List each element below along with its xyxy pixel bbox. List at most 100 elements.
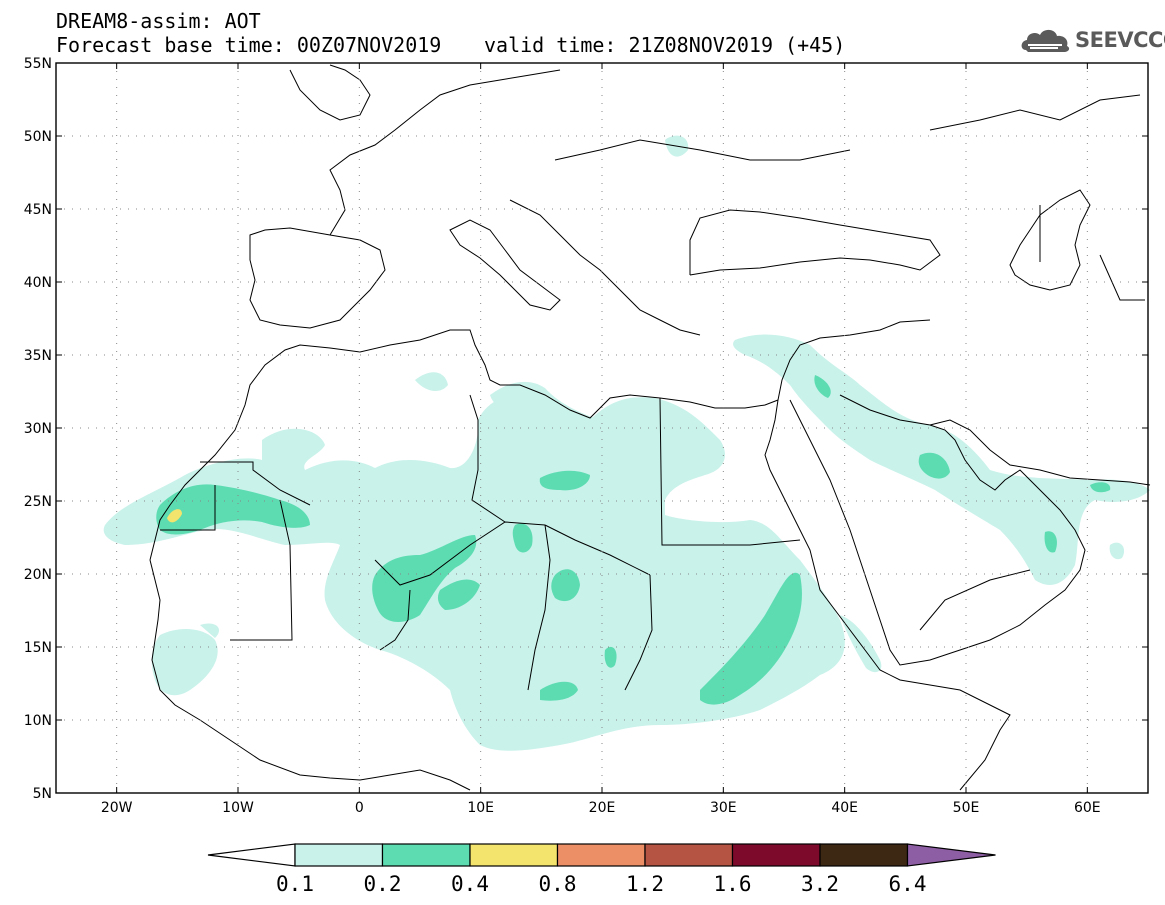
aot-0.2-0.4-areas bbox=[156, 375, 1111, 705]
cloud-icon bbox=[1021, 29, 1070, 52]
colorbar-label: 0.1 bbox=[276, 872, 314, 896]
colorbar-segment bbox=[381, 843, 471, 867]
aot-mid-sudan bbox=[700, 572, 802, 705]
border-libya-chad-sudan bbox=[544, 524, 651, 576]
colorbar-label: 0.4 bbox=[451, 872, 489, 896]
border-algeria-niger bbox=[374, 521, 546, 586]
colorbar-label: 3.2 bbox=[801, 872, 839, 896]
coast-italy bbox=[449, 219, 561, 311]
lon-tick-label: 20E bbox=[589, 800, 616, 816]
lat-tick-label: 15N bbox=[24, 640, 52, 656]
aot-low-saharan-plume bbox=[103, 395, 845, 751]
aot-mid-western-sahara bbox=[156, 484, 310, 535]
lon-tick-label: 50E bbox=[953, 800, 980, 816]
colorbar-segment bbox=[294, 843, 384, 867]
valid-time: valid time: 21Z08NOV2019 (+45) bbox=[484, 33, 846, 57]
lat-tick-label: 30N bbox=[24, 421, 52, 437]
border-chad-niger-nigeria bbox=[527, 524, 551, 691]
colorbar-segment bbox=[556, 843, 646, 867]
border-chad-sudan bbox=[624, 574, 653, 691]
colorbar-label: 1.2 bbox=[626, 872, 664, 896]
coast-north-africa bbox=[149, 329, 779, 561]
colorbar-label: 0.8 bbox=[539, 872, 577, 896]
lat-tick-label: 40N bbox=[24, 275, 52, 291]
aot-low-arabian-sea bbox=[1109, 542, 1125, 560]
aot-0.4-0.8-areas bbox=[167, 509, 182, 523]
lon-tick-label: 30E bbox=[710, 800, 737, 816]
border-western-sahara bbox=[160, 485, 216, 531]
logo-text: SEEVCCC bbox=[1075, 28, 1165, 52]
aot-mid-mali-niger bbox=[372, 535, 477, 622]
border-tunisia-algeria-libya bbox=[469, 394, 506, 523]
coast-west-africa bbox=[149, 559, 471, 791]
aot-low-gambia bbox=[200, 623, 220, 638]
aot-mid-iran-coast bbox=[1090, 482, 1111, 493]
lat-tick-label: 35N bbox=[24, 348, 52, 364]
axis-ticks bbox=[56, 62, 1148, 794]
border-iraq-saudi bbox=[839, 394, 931, 426]
aot-low-tunisia bbox=[415, 372, 448, 392]
lat-tick-label: 5N bbox=[33, 786, 52, 802]
forecast-base-time: Forecast base time: 00Z07NOV2019 bbox=[56, 33, 442, 57]
border-niger-mali bbox=[379, 589, 411, 651]
lon-tick-label: 60E bbox=[1074, 800, 1101, 816]
aot-high-western-sahara bbox=[167, 509, 182, 523]
lon-tick-label: 20W bbox=[101, 800, 133, 816]
colorbar-label: 6.4 bbox=[889, 872, 927, 896]
border-morocco-algeria bbox=[200, 461, 311, 506]
border-mauritania-mali bbox=[230, 499, 293, 641]
aot-mid-sudan-2 bbox=[604, 646, 617, 668]
coast-arabia bbox=[789, 399, 1086, 666]
colorbar-under-arrow bbox=[207, 843, 296, 867]
colorbar-segment bbox=[819, 843, 909, 867]
aot-mid-car bbox=[540, 681, 578, 701]
aot-mid-libya-south bbox=[539, 470, 590, 491]
lat-tick-label: 25N bbox=[24, 494, 52, 510]
coast-western-europe bbox=[329, 69, 561, 236]
aot-0.1-0.2-areas bbox=[103, 135, 1150, 751]
border-eastern-europe bbox=[554, 139, 851, 161]
aot-mid-oman bbox=[1044, 531, 1057, 553]
aot-low-senegal bbox=[151, 628, 218, 696]
lat-tick-label: 45N bbox=[24, 202, 52, 218]
lon-tick-label: 40E bbox=[831, 800, 858, 816]
coast-levant-turkey bbox=[777, 319, 931, 401]
coast-red-sea-west bbox=[764, 399, 1011, 791]
longitude-labels: 20W 10W 0 10E 20E 30E 40E 50E 60E bbox=[101, 800, 1101, 816]
lat-tick-label: 20N bbox=[24, 567, 52, 583]
aot-mid-chad-2 bbox=[551, 569, 580, 602]
colorbar-label: 0.2 bbox=[364, 872, 402, 896]
lat-tick-label: 50N bbox=[24, 129, 52, 145]
coast-adriatic-greece bbox=[509, 199, 701, 336]
lon-tick-label: 10E bbox=[467, 800, 494, 816]
colorbar-segment bbox=[731, 843, 821, 867]
coast-iberia bbox=[249, 227, 386, 329]
aot-mid-niger-2 bbox=[437, 579, 480, 610]
border-egypt-sudan bbox=[659, 397, 801, 546]
aot-mid-chad bbox=[512, 523, 533, 553]
aot-mid-saudi bbox=[918, 452, 950, 479]
coast-black-sea bbox=[689, 209, 941, 276]
colorbar-segment bbox=[644, 843, 734, 867]
lat-tick-label: 55N bbox=[24, 56, 52, 72]
aot-mid-syria bbox=[814, 375, 831, 398]
chart-title: DREAM8-assim: AOT bbox=[56, 9, 261, 33]
coast-uk bbox=[289, 64, 371, 121]
colorbar-segment bbox=[469, 843, 559, 867]
latitude-labels: 55N 50N 45N 40N 35N 30N 25N 20N 15N 10N 5N bbox=[24, 56, 52, 802]
graticule bbox=[56, 63, 1148, 793]
border-russia-kazakhstan bbox=[929, 94, 1141, 131]
colorbar: 0.1 0.2 0.4 0.8 1.2 1.6 3.2 6.4 bbox=[207, 843, 996, 896]
lat-tick-label: 10N bbox=[24, 713, 52, 729]
colorbar-label: 1.6 bbox=[714, 872, 752, 896]
border-saudi-yemen bbox=[919, 569, 1031, 631]
coastlines-and-borders bbox=[149, 64, 1151, 791]
lon-tick-label: 0 bbox=[355, 800, 364, 816]
seevccc-logo: SEEVCCC bbox=[1018, 24, 1165, 58]
border-turkmenistan bbox=[1099, 254, 1145, 301]
coast-iran bbox=[929, 419, 1151, 486]
aot-low-libya bbox=[490, 381, 600, 427]
lon-tick-label: 10W bbox=[222, 800, 254, 816]
colorbar-over-arrow bbox=[906, 843, 996, 867]
